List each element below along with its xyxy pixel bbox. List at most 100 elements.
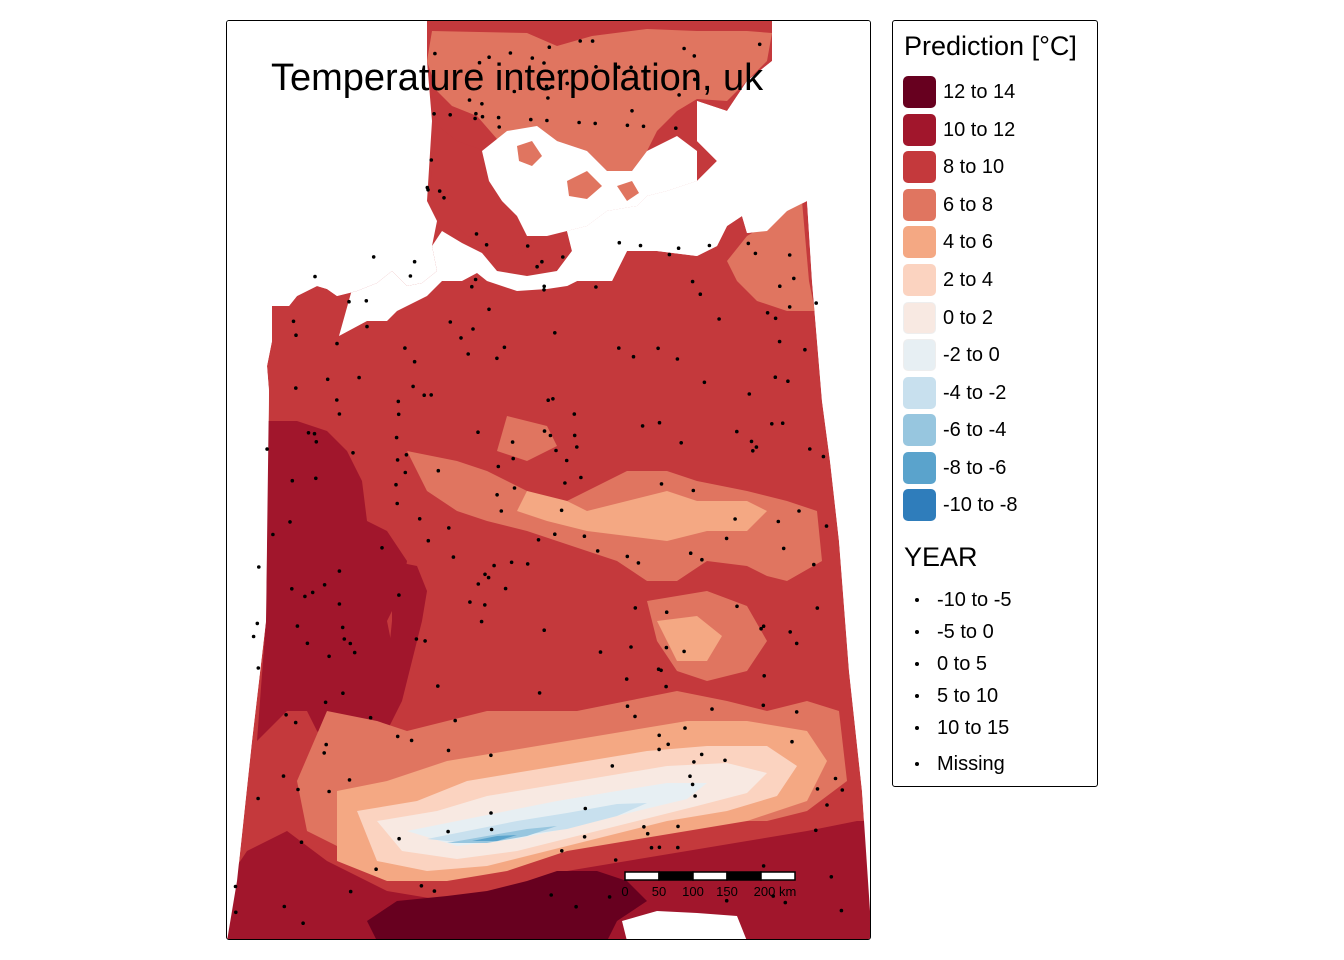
fill-legend-item: -8 to -6 (903, 452, 1006, 484)
fill-legend-label: -4 to -2 (943, 381, 1007, 404)
station-point (476, 582, 481, 586)
station-point (357, 375, 361, 380)
map-title: Temperature interpolation, uk (271, 57, 764, 99)
station-point (288, 520, 292, 524)
station-point (511, 456, 515, 461)
station-point (397, 836, 401, 841)
station-point (335, 341, 339, 346)
station-point (675, 357, 680, 361)
station-point (489, 753, 493, 758)
station-point (446, 829, 450, 834)
station-point (404, 453, 409, 457)
fill-legend-label: -8 to -6 (943, 456, 1007, 479)
station-point (765, 311, 770, 315)
station-point (812, 562, 816, 567)
point-symbol (915, 662, 919, 666)
station-point (499, 509, 504, 513)
point-symbol (915, 694, 919, 698)
point-legend-item: -10 to -5 (909, 588, 1011, 612)
station-point (829, 875, 834, 879)
station-point (778, 284, 782, 289)
station-point (559, 508, 564, 513)
station-point (792, 276, 796, 281)
station-point (657, 733, 661, 738)
station-point (761, 864, 766, 868)
station-point (664, 684, 668, 689)
station-point (453, 718, 457, 723)
station-point (473, 116, 477, 121)
station-point (598, 650, 603, 654)
station-point (610, 764, 615, 768)
fill-swatch (903, 339, 936, 371)
station-point (690, 279, 695, 284)
station-point (348, 889, 353, 894)
station-point (347, 778, 352, 782)
station-point (486, 575, 491, 580)
station-point (477, 60, 482, 65)
station-point (676, 246, 681, 250)
station-point (313, 274, 317, 279)
station-point (436, 684, 440, 688)
station-point (641, 124, 646, 129)
station-point (509, 560, 514, 565)
station-point (547, 45, 552, 49)
alps-layer-6 (447, 826, 557, 843)
station-point (368, 715, 373, 720)
central-uplands-2 (517, 491, 767, 541)
station-point (447, 526, 451, 530)
fill-swatch (903, 302, 936, 334)
fill-legend-item: -6 to -4 (903, 414, 1006, 446)
alps-layer-5 (427, 803, 647, 843)
station-point (649, 845, 654, 850)
station-point (542, 284, 546, 289)
station-point (762, 674, 766, 678)
station-point (657, 747, 661, 752)
station-point (664, 610, 669, 614)
station-point (484, 243, 489, 247)
station-point (314, 440, 319, 444)
station-point (299, 840, 304, 844)
station-point (674, 126, 678, 130)
station-point (761, 624, 766, 628)
station-point (667, 252, 672, 257)
alps-layer-7 (472, 835, 517, 841)
sea-left (227, 21, 437, 939)
point-legend-item: 10 to 15 (909, 716, 1009, 740)
upland-north (497, 416, 557, 461)
scale-label-0: 0 (621, 884, 628, 899)
station-point (495, 493, 499, 497)
station-point (557, 70, 562, 75)
station-point (593, 121, 597, 126)
station-point (683, 726, 687, 730)
station-point (535, 264, 539, 269)
adriatic-sea (622, 911, 747, 939)
station-point (374, 867, 378, 871)
station-point (563, 481, 567, 485)
station-point (773, 316, 778, 321)
station-point (564, 458, 569, 463)
fill-swatch (903, 76, 936, 108)
station-point (325, 377, 330, 382)
scale-label-100: 100 (682, 884, 704, 899)
station-point (625, 123, 630, 128)
station-point (282, 904, 287, 909)
station-point (422, 393, 426, 398)
point-legend-title: YEAR (904, 542, 978, 572)
point-legend-item: Missing (909, 752, 1005, 776)
fill-legend-label: 10 to 12 (943, 118, 1016, 141)
station-point (327, 654, 331, 659)
map-canvas: 0 50 100 150 200 km (227, 21, 870, 939)
station-point (553, 331, 557, 335)
station-point (773, 375, 778, 380)
station-point (560, 849, 564, 853)
fill-legend-label: -2 to 0 (943, 343, 1000, 366)
station-point (656, 346, 660, 351)
point-legend-label: 0 to 5 (937, 652, 988, 675)
station-point (294, 333, 298, 338)
station-point (291, 319, 296, 324)
fill-legend-item: 0 to 2 (903, 302, 993, 334)
station-point (341, 691, 345, 695)
station-point (412, 359, 417, 364)
fill-legend-label: 4 to 6 (943, 230, 994, 253)
station-point (459, 336, 463, 340)
